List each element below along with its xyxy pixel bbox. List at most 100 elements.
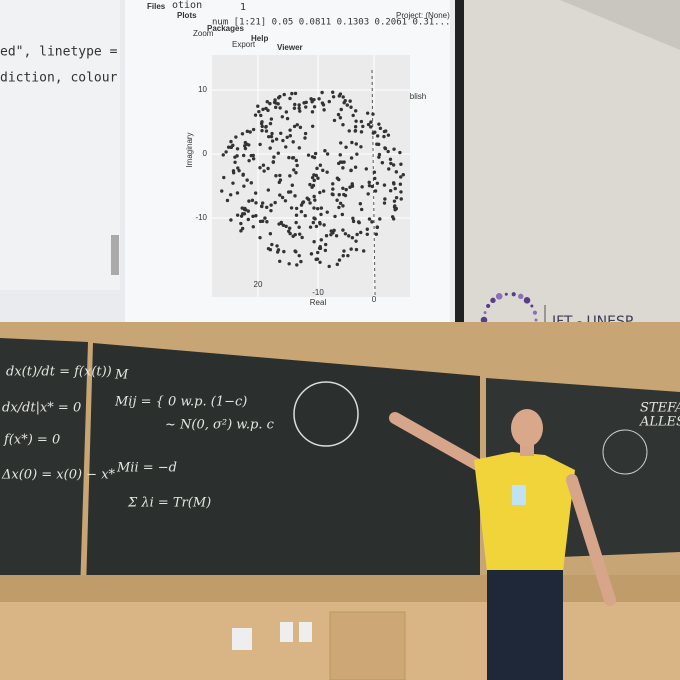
dot (243, 144, 247, 148)
dot (338, 201, 343, 205)
dot (241, 153, 246, 158)
dot (355, 152, 359, 156)
dot (318, 190, 322, 195)
dot (318, 163, 323, 167)
toolbar-button[interactable]: Zoom (193, 29, 214, 38)
tab[interactable]: Files (147, 2, 166, 11)
y-tick-label: 0 (203, 149, 208, 158)
dot (270, 131, 274, 136)
dot (342, 160, 346, 164)
logo-dot (532, 310, 538, 315)
dot (375, 142, 379, 146)
dot (285, 116, 290, 121)
dot (399, 197, 403, 201)
dot (367, 217, 372, 221)
dot (361, 249, 366, 253)
dot (295, 263, 299, 267)
dot (293, 102, 297, 107)
tab[interactable]: Plots (177, 11, 197, 20)
chalk-tray (0, 575, 680, 605)
dot (325, 152, 330, 156)
tab[interactable]: Packages (207, 24, 244, 33)
dot (259, 113, 263, 118)
dot (327, 264, 331, 269)
dot (312, 178, 316, 183)
dot (251, 214, 255, 219)
dot (266, 134, 271, 139)
y-axis-label: Imaginary (185, 132, 194, 167)
dot (224, 150, 228, 154)
dot (294, 206, 299, 211)
dot (247, 143, 251, 147)
dot (291, 155, 296, 160)
socket (232, 628, 252, 650)
dot (272, 155, 276, 159)
chalk-drawing (293, 381, 359, 447)
dot (313, 198, 317, 202)
dot (375, 225, 380, 230)
dot (338, 160, 343, 164)
dot (350, 236, 355, 240)
dot (220, 189, 224, 193)
dot (344, 145, 348, 149)
dot (294, 220, 298, 225)
dot (398, 150, 402, 155)
dot (341, 254, 345, 258)
dot (341, 166, 345, 170)
dot (316, 250, 320, 255)
toolbar-button[interactable]: Export (232, 40, 256, 49)
dot (310, 110, 315, 114)
dot (242, 184, 246, 188)
dot (247, 158, 251, 163)
dot (332, 118, 337, 123)
dot (302, 101, 306, 105)
dot (314, 224, 319, 229)
dot (360, 185, 364, 189)
dot (312, 173, 316, 177)
dot (242, 212, 247, 216)
dot (323, 248, 328, 253)
scrollbar (111, 235, 119, 275)
dot (225, 198, 230, 203)
tab[interactable]: Viewer (277, 43, 303, 52)
dot (312, 206, 316, 210)
logo-dot (483, 311, 487, 315)
dot (297, 106, 301, 110)
dot (288, 128, 292, 132)
dot (246, 209, 250, 213)
x-tick-label: 0 (372, 295, 377, 304)
dot (274, 137, 279, 141)
dot (316, 176, 320, 180)
code-pane (0, 0, 120, 290)
dot (329, 232, 333, 237)
toolbar-button[interactable]: Publish (400, 92, 426, 101)
console-text: 1 (240, 2, 246, 13)
dot (276, 151, 280, 155)
dot (309, 97, 313, 101)
dot (264, 129, 269, 133)
dot (361, 124, 365, 129)
dot (295, 123, 299, 127)
dot (349, 105, 353, 109)
dot (310, 100, 314, 104)
dot (260, 201, 265, 205)
dot (359, 145, 363, 149)
dot (325, 210, 329, 214)
chalk-text: STEFANO (640, 401, 680, 416)
tab[interactable]: Help (251, 34, 268, 43)
dashed-line (371, 69, 376, 296)
dot (355, 232, 359, 237)
logo-dot (518, 293, 524, 300)
dot (386, 149, 390, 154)
dot (343, 193, 348, 198)
dot (387, 167, 391, 171)
dot (299, 259, 303, 264)
dot (282, 249, 286, 254)
dot (277, 222, 281, 226)
dot (236, 166, 240, 170)
switch (299, 622, 312, 642)
logo-dot (480, 316, 488, 324)
dot (349, 168, 353, 173)
y-tick-label: -10 (195, 213, 207, 222)
